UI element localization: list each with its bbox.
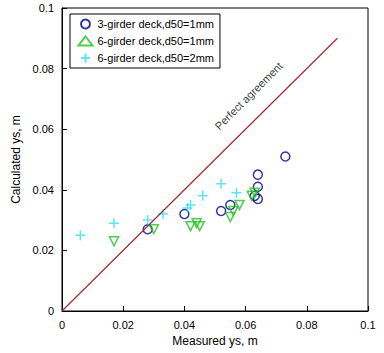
svg-text:0.06: 0.06 [235,319,256,331]
svg-text:Calculated ys, m: Calculated ys, m [9,115,23,204]
svg-text:0: 0 [48,305,54,317]
svg-text:6-girder deck,d50=1mm: 6-girder deck,d50=1mm [98,35,214,47]
svg-text:0.08: 0.08 [296,319,317,331]
svg-text:0.08: 0.08 [33,63,54,75]
svg-text:Perfect agreement: Perfect agreement [212,60,284,132]
svg-text:Measured ys, m: Measured ys, m [172,334,257,348]
svg-text:0.04: 0.04 [33,184,54,196]
svg-text:0.1: 0.1 [39,2,54,14]
svg-text:0.02: 0.02 [33,244,54,256]
svg-text:0.06: 0.06 [33,123,54,135]
svg-text:3-girder deck,d50=1mm: 3-girder deck,d50=1mm [98,18,214,30]
svg-text:0.04: 0.04 [174,319,195,331]
svg-text:0: 0 [59,319,65,331]
svg-text:0.1: 0.1 [360,319,375,331]
svg-text:6-girder deck,d50=2mm: 6-girder deck,d50=2mm [98,52,214,64]
svg-text:0.02: 0.02 [112,319,133,331]
